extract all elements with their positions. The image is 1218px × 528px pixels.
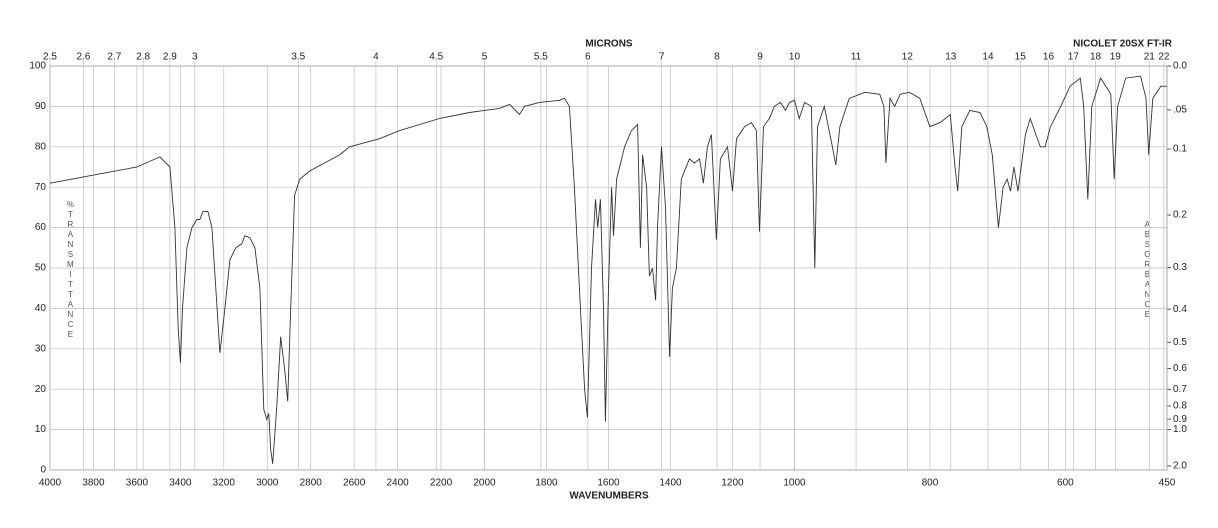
y-tick-label: 60 [35,222,47,233]
y-tick-label: 30 [35,343,47,354]
x-tick-label: 1400 [659,478,682,489]
y-tick-label: 20 [35,384,47,395]
x-tick-label: 2400 [386,478,409,489]
x2-tick-label: 18 [1090,52,1102,63]
x2-tick-label: 6 [585,52,591,63]
x2-tick-label: 9 [757,52,763,63]
y2-tick-label: 0.7 [1173,384,1187,395]
x2-tick-label: 2.9 [163,52,177,63]
x2-tick-label: 16 [1043,52,1055,63]
x-tick-label: 1800 [535,478,558,489]
x-tick-label: 2600 [343,478,366,489]
y-tick-label: 0 [40,465,46,476]
x2-tick-label: 2.7 [107,52,121,63]
x2-tick-label: 2.6 [76,52,90,63]
x2-tick-label: 3.5 [291,52,305,63]
y2-tick-label: 0.4 [1173,304,1187,315]
y2-tick-label: 0.3 [1173,262,1187,273]
x2-tick-label: 5.5 [534,52,548,63]
x-axis-title: WAVENUMBERS [569,491,649,502]
y-tick-label: 10 [35,424,47,435]
x2-tick-label: 2.8 [136,52,150,63]
x-tick-label: 4000 [39,478,62,489]
x-tick-label: 2000 [473,478,496,489]
x-tick-label: 1000 [783,478,806,489]
instrument-label: NICOLET 20SX FT-IR [1073,39,1173,50]
x2-tick-label: 14 [982,52,994,63]
x2-tick-label: 15 [1015,52,1027,63]
x2-tick-label: 4 [373,52,379,63]
y-tick-label: 50 [35,263,47,274]
y2-tick-label: .05 [1173,105,1187,116]
y2-tick-label: 0.1 [1173,144,1187,155]
x2-tick-label: 19 [1110,52,1122,63]
x2-tick-label: 22 [1158,52,1170,63]
x-tick-label: 600 [1057,478,1074,489]
x-tick-label: 3400 [169,478,192,489]
x-tick-label: 1200 [721,478,744,489]
x2-tick-label: 7 [659,52,665,63]
x-tick-label: 800 [922,478,939,489]
y-tick-label: 90 [35,101,47,112]
y2-tick-label: 0.5 [1173,337,1187,348]
y2-tick-label: 1.0 [1173,424,1187,435]
y2-tick-label: 0.2 [1173,210,1187,221]
x-tick-label: 3800 [82,478,105,489]
x2-tick-label: 21 [1144,52,1156,63]
y-axis-title: %TRANSMITTANCE [66,200,75,340]
x2-tick-label: 3 [192,52,198,63]
x-tick-label: 1600 [597,478,620,489]
x2-tick-label: 4.5 [429,52,443,63]
y2-tick-label: 0.9 [1173,414,1187,425]
x-tick-label: 3200 [213,478,236,489]
x2-tick-label: 12 [902,52,914,63]
y2-axis-title: ABSORBANCE [1143,220,1152,320]
spectrum-line [49,75,1167,464]
y2-tick-label: 0.8 [1173,401,1187,412]
y-tick-label: 70 [35,182,47,193]
x-tick-label: 3600 [126,478,149,489]
x2-tick-label: 13 [945,52,957,63]
y-tick-label: 40 [35,303,47,314]
y2-tick-label: 0.0 [1173,61,1187,72]
x2-tick-label: 2.5 [43,52,57,63]
x-tick-label: 2800 [300,478,323,489]
x-tick-label: 450 [1159,478,1176,489]
x2-tick-label: 5 [482,52,488,63]
x-tick-label: 3000 [256,478,279,489]
y2-tick-label: 2.0 [1173,461,1187,472]
y2-tick-label: 0.6 [1173,363,1187,374]
chart-title: MICRONS [585,39,633,50]
y-tick-label: 80 [35,141,47,152]
x2-tick-label: 11 [851,52,862,63]
y-tick-label: 100 [29,61,46,72]
x-tick-label: 2200 [430,478,453,489]
x2-tick-label: 8 [714,52,720,63]
x2-tick-label: 10 [789,52,801,63]
x2-tick-label: 17 [1068,52,1080,63]
